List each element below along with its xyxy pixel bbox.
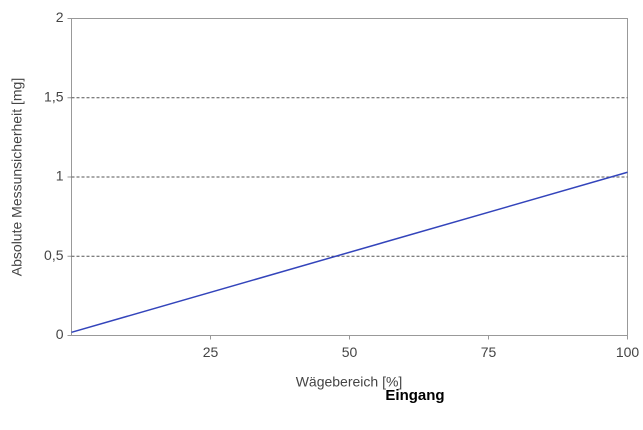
y-axis-label: Absolute Messunsicherheit [mg] — [9, 78, 25, 276]
x-axis-label: Wägebereich [%] — [296, 374, 403, 390]
y-tick-label: 1,5 — [44, 88, 64, 104]
y-tick-label: 0 — [56, 326, 64, 342]
x-tick-label: 25 — [203, 344, 219, 360]
y-tick-label: 0,5 — [44, 247, 64, 263]
y-tick-label: 2 — [56, 9, 64, 25]
x-tick-label: 75 — [481, 344, 497, 360]
y-tick-label: 1 — [56, 168, 64, 184]
x-tick-label: 100 — [616, 344, 640, 360]
annotation: Eingang — [385, 387, 444, 404]
x-tick-label: 50 — [342, 344, 358, 360]
data-line — [71, 171, 628, 334]
